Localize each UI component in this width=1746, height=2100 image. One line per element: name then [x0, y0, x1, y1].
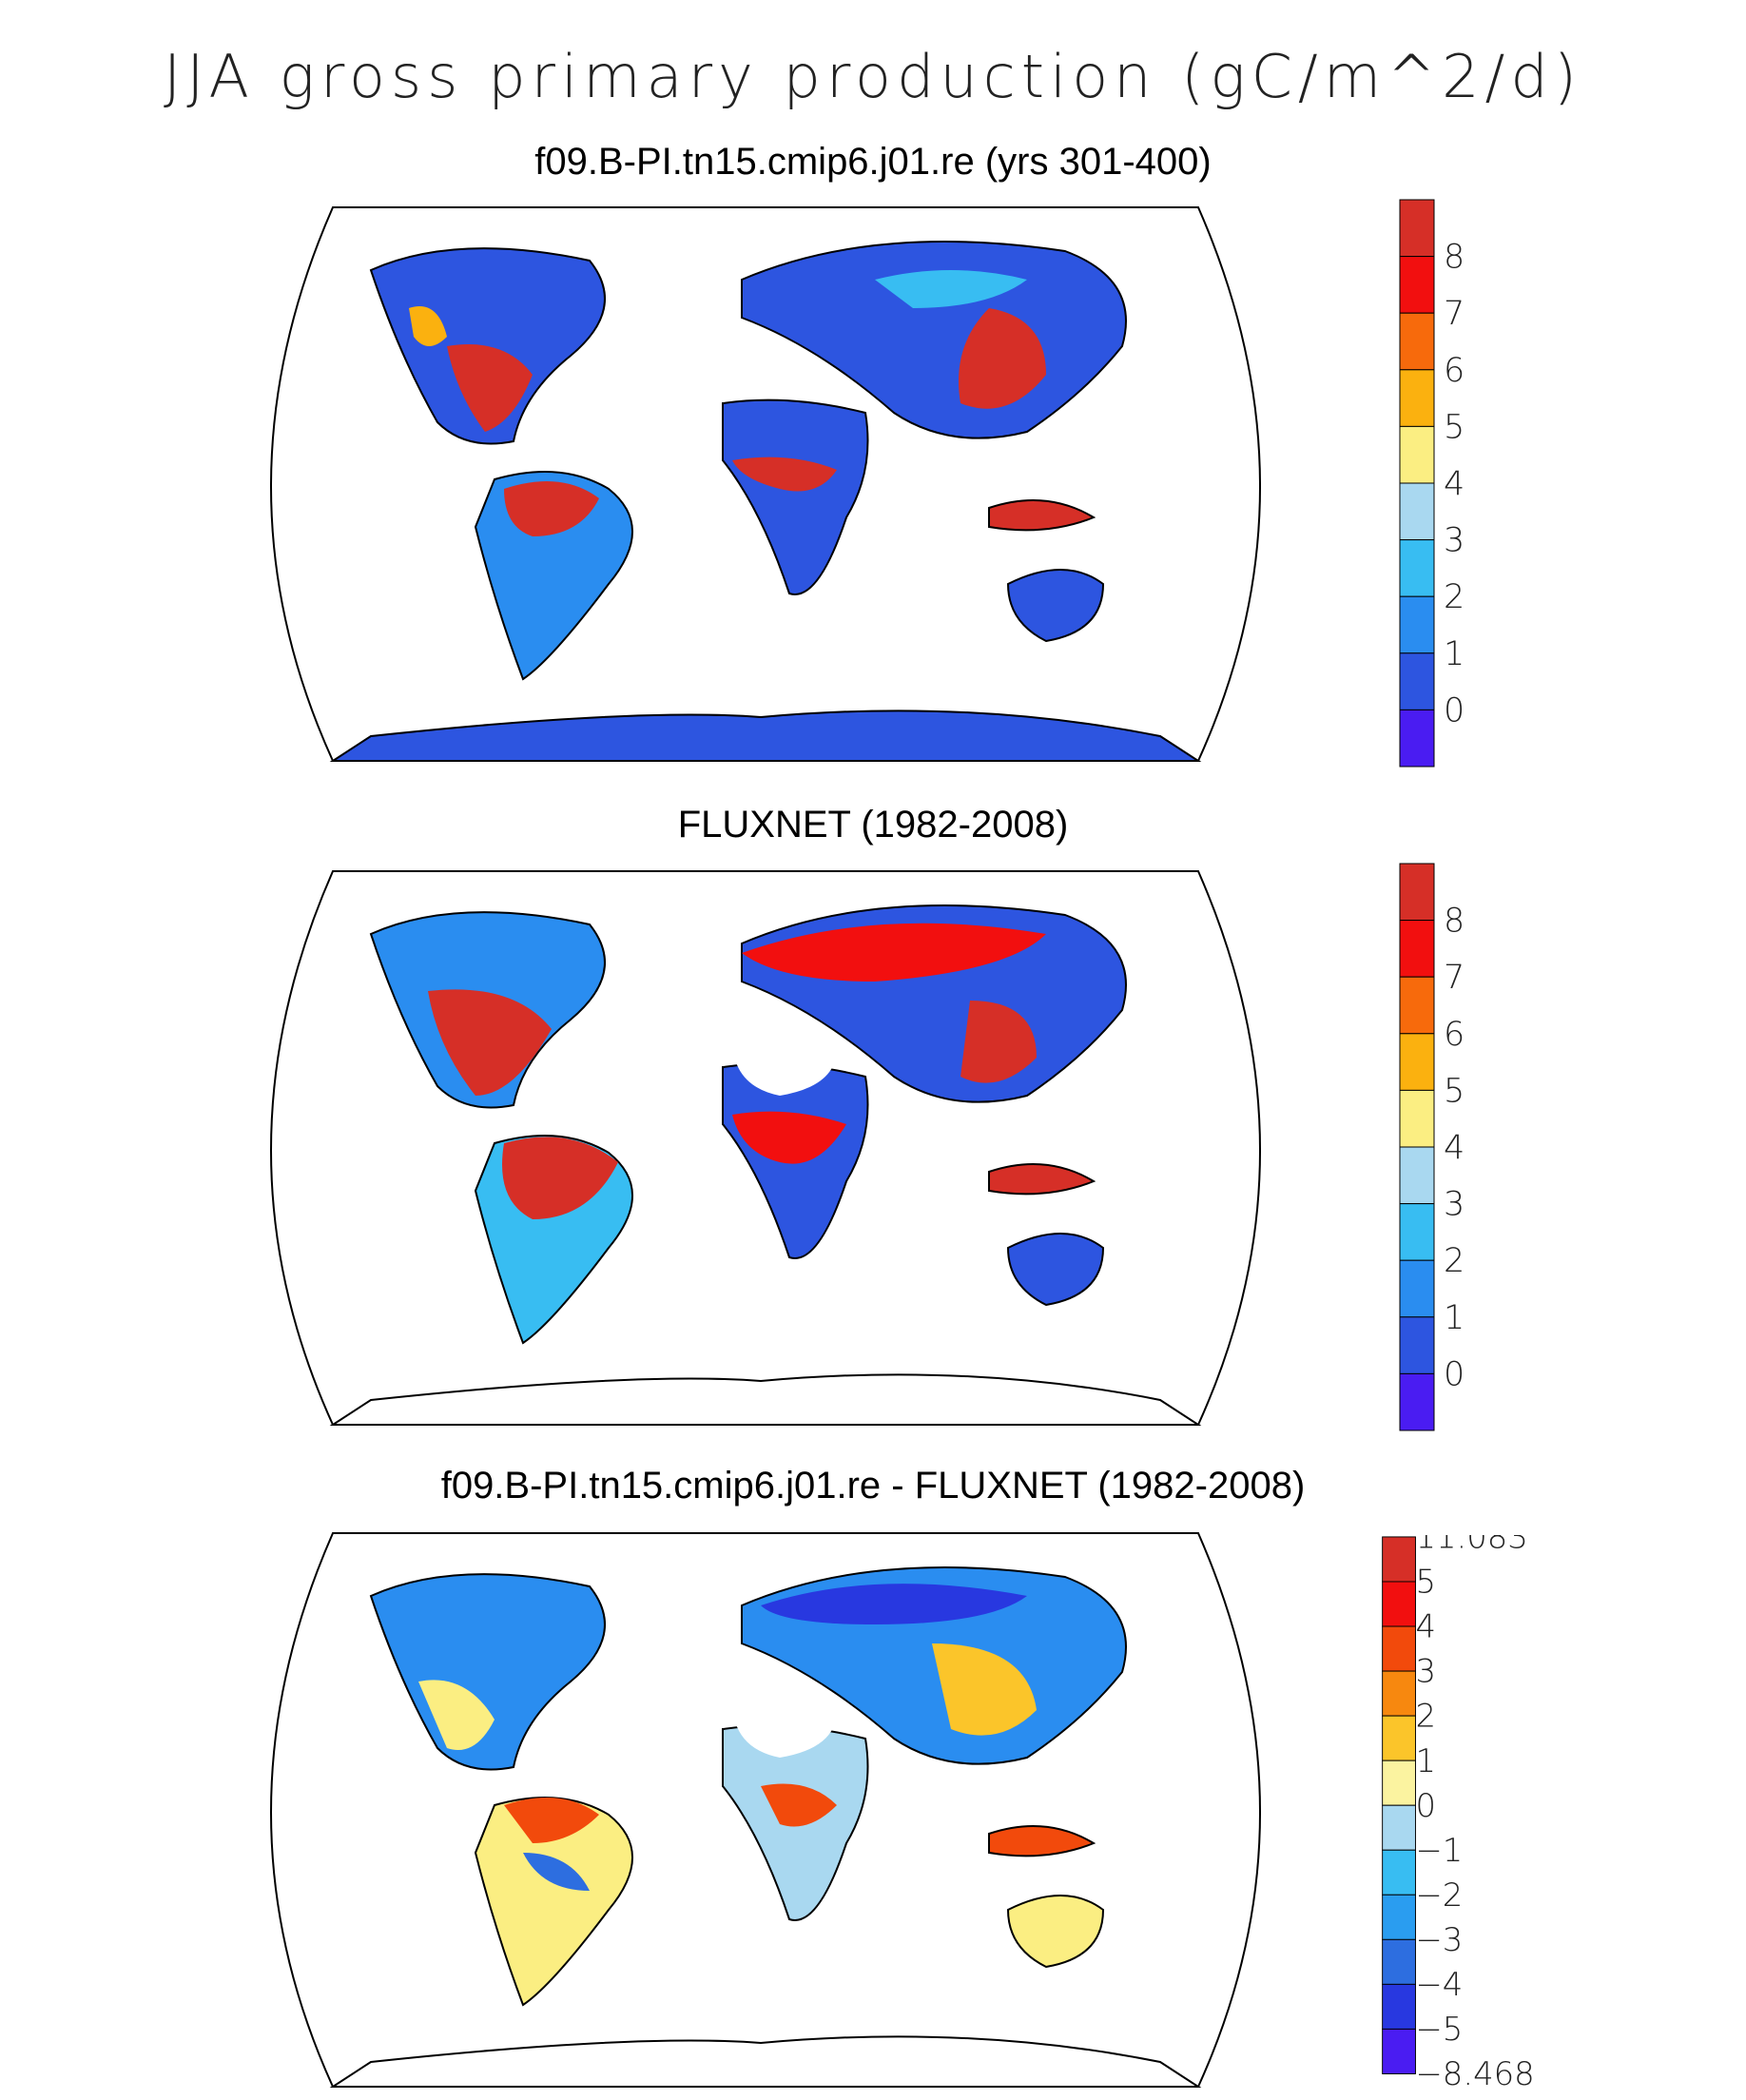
colorbar-swatch — [1399, 539, 1435, 597]
colorbar-swatch — [1399, 425, 1435, 484]
colorbar-swatch — [1399, 256, 1435, 314]
land-south-america — [474, 471, 633, 681]
colorbar-tick-label: 2 — [1415, 1698, 1436, 1735]
colorbar-swatch — [1382, 1581, 1416, 1627]
colorbar-swatch — [1399, 863, 1435, 922]
colorbar-swatch — [1382, 1849, 1416, 1896]
colorbar-tick-label: 4 — [1444, 1129, 1465, 1167]
panel-3-colorbar: 11.083 5 4 3 2 1 0 −1 −2 −3 −4 −5 −8.468 — [1382, 1535, 1535, 2087]
colorbar-swatch — [1399, 976, 1435, 1035]
panel-2-colorbar: 8 7 6 5 4 3 2 1 0 — [1399, 863, 1465, 1431]
land-australia — [1006, 569, 1105, 643]
colorbar-tick-label: −4 — [1415, 1966, 1463, 2003]
panel-2-title: FLUXNET (1982-2008) — [677, 804, 1069, 846]
colorbar-swatch — [1399, 709, 1435, 768]
colorbar-swatch — [1399, 1372, 1435, 1431]
land-south-america — [474, 1135, 633, 1345]
colorbar-tick-label: 11.083 — [1415, 1535, 1527, 1556]
colorbar-swatch — [1382, 1804, 1416, 1851]
colorbar-swatch — [1399, 369, 1435, 427]
colorbar-swatch — [1399, 482, 1435, 541]
colorbar-tick-label: 4 — [1415, 1608, 1436, 1645]
colorbar-swatch — [1399, 1203, 1435, 1261]
land-indonesia — [988, 1163, 1096, 1196]
colorbar-tick-label: 4 — [1444, 465, 1465, 503]
colorbar-tick-label: 8 — [1444, 239, 1465, 277]
land-antarctica — [329, 2035, 1202, 2088]
land-africa — [722, 1035, 869, 1259]
colorbar-tick-label: 6 — [1444, 1016, 1465, 1054]
colorbar-swatch — [1382, 1760, 1416, 1806]
colorbar-tick-label: 5 — [1444, 408, 1465, 446]
land-eurasia — [741, 1566, 1127, 1765]
colorbar-tick-label: 5 — [1444, 1072, 1465, 1110]
land-antarctica — [329, 1373, 1202, 1426]
land-indonesia — [988, 1825, 1096, 1857]
colorbar-swatch — [1382, 1894, 1416, 1940]
land-indonesia — [988, 499, 1096, 532]
colorbar-tick-label: −5 — [1415, 2011, 1463, 2048]
colorbar-swatch — [1382, 1715, 1416, 1761]
colorbar-tick-label: 0 — [1444, 691, 1465, 729]
colorbar-swatch — [1399, 1259, 1435, 1318]
colorbar-tick-label: 0 — [1444, 1355, 1465, 1393]
land-eurasia — [741, 241, 1127, 439]
colorbar-swatch — [1399, 199, 1435, 258]
land-north-america — [369, 247, 606, 445]
colorbar-tick-label: 3 — [1444, 522, 1465, 560]
colorbar-tick-label: 1 — [1444, 1299, 1465, 1337]
colorbar-tick-label: 7 — [1444, 295, 1465, 333]
colorbar-swatch — [1382, 1536, 1416, 1583]
colorbar-tick-label: 1 — [1444, 635, 1465, 673]
land-south-america — [474, 1797, 633, 2007]
panel-2-map — [270, 870, 1261, 1426]
colorbar-tick-label: 1 — [1415, 1742, 1436, 1779]
colorbar-tick-label: 6 — [1444, 352, 1465, 390]
panel-1-colorbar: 8 7 6 5 4 3 2 1 0 — [1399, 199, 1465, 768]
colorbar-tick-label: 3 — [1415, 1653, 1436, 1690]
panel-3-map — [270, 1532, 1261, 2088]
colorbar-swatch — [1382, 1983, 1416, 2030]
land-north-america — [369, 1573, 606, 1771]
land-north-america — [369, 911, 606, 1109]
colorbar-tick-label: −8.468 — [1415, 2055, 1534, 2087]
colorbar-swatch — [1399, 595, 1435, 654]
land-australia — [1006, 1233, 1105, 1307]
colorbar-swatch — [1399, 1033, 1435, 1091]
land-africa — [722, 399, 869, 595]
panel-1-map — [270, 206, 1261, 762]
colorbar-tick-label: 2 — [1444, 578, 1465, 616]
colorbar-tick-label: 0 — [1415, 1787, 1436, 1824]
colorbar-swatch — [1382, 1625, 1416, 1672]
colorbar-swatch — [1382, 1670, 1416, 1717]
colorbar-swatch — [1399, 1089, 1435, 1148]
land-africa — [722, 1697, 869, 1921]
colorbar-tick-label: −1 — [1415, 1832, 1463, 1869]
land-eurasia — [741, 904, 1127, 1103]
colorbar-swatch — [1399, 1146, 1435, 1205]
colorbar-tick-label: 7 — [1444, 959, 1465, 997]
colorbar-tick-label: 5 — [1415, 1564, 1436, 1601]
land-antarctica — [329, 710, 1202, 762]
colorbar-swatch — [1382, 2028, 1416, 2074]
colorbar-tick-label: −2 — [1415, 1876, 1463, 1914]
colorbar-tick-label: 2 — [1444, 1242, 1465, 1280]
colorbar-swatch — [1399, 652, 1435, 710]
colorbar-tick-label: 3 — [1444, 1186, 1465, 1224]
colorbar-tick-label: −3 — [1415, 1921, 1463, 1958]
colorbar-tick-label: 8 — [1444, 903, 1465, 941]
colorbar-swatch — [1399, 312, 1435, 371]
panel-1-title: f09.B-PI.tn15.cmip6.j01.re (yrs 301-400) — [534, 141, 1212, 183]
figure-title: JJA gross primary production (gC/m^2/d) — [164, 42, 1582, 111]
land-australia — [1006, 1895, 1105, 1969]
colorbar-swatch — [1382, 1938, 1416, 1985]
colorbar-swatch — [1399, 1316, 1435, 1374]
colorbar-swatch — [1399, 920, 1435, 978]
panel-3-title: f09.B-PI.tn15.cmip6.j01.re - FLUXNET (19… — [440, 1465, 1306, 1507]
